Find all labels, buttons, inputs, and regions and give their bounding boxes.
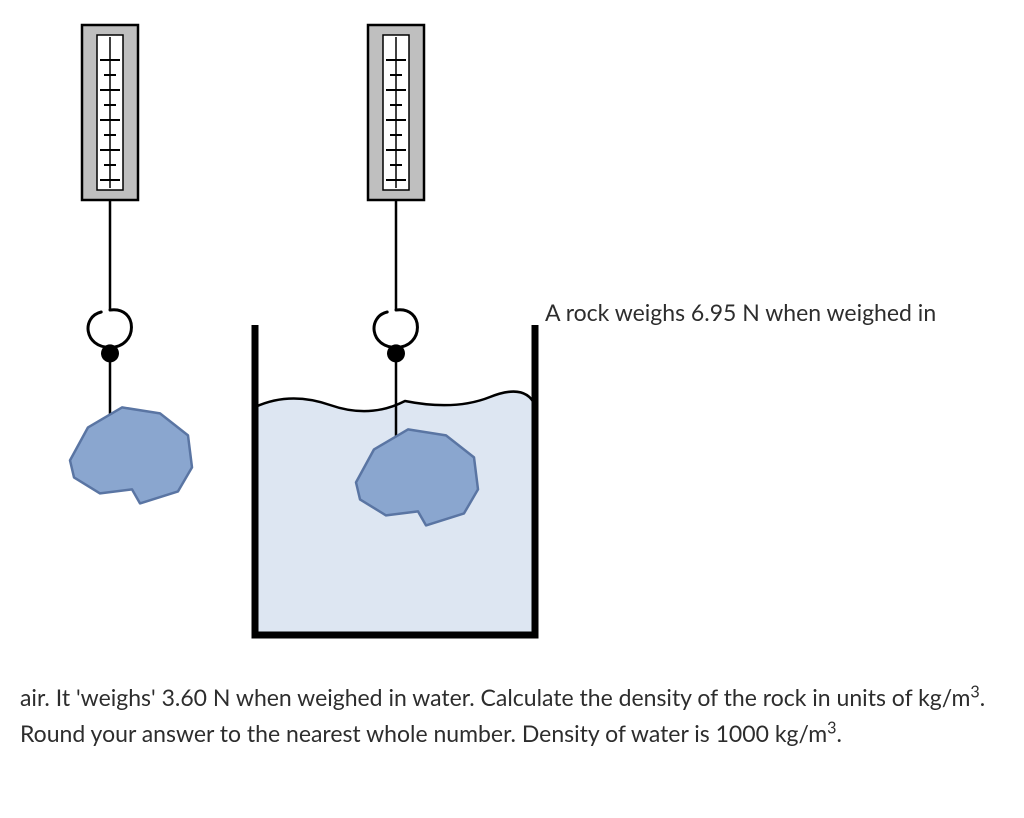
problem-text-body: air. It 'weighs' 3.60 N when weighed in …	[20, 680, 1010, 751]
physics-diagram	[20, 20, 550, 650]
problem-text-inline: A rock weighs 6.95 N when weighed in	[545, 298, 936, 326]
problem-top-row: A rock weighs 6.95 N when weighed in	[0, 0, 1024, 655]
body-part-1: air. It 'weighs' 3.60 N when weighed in …	[20, 683, 970, 711]
side-sentence: A rock weighs 6.95 N when weighed in	[545, 298, 936, 326]
body-part-3: .	[837, 719, 842, 747]
exponent-2: 3	[827, 718, 836, 737]
exponent-1: 3	[970, 682, 979, 701]
